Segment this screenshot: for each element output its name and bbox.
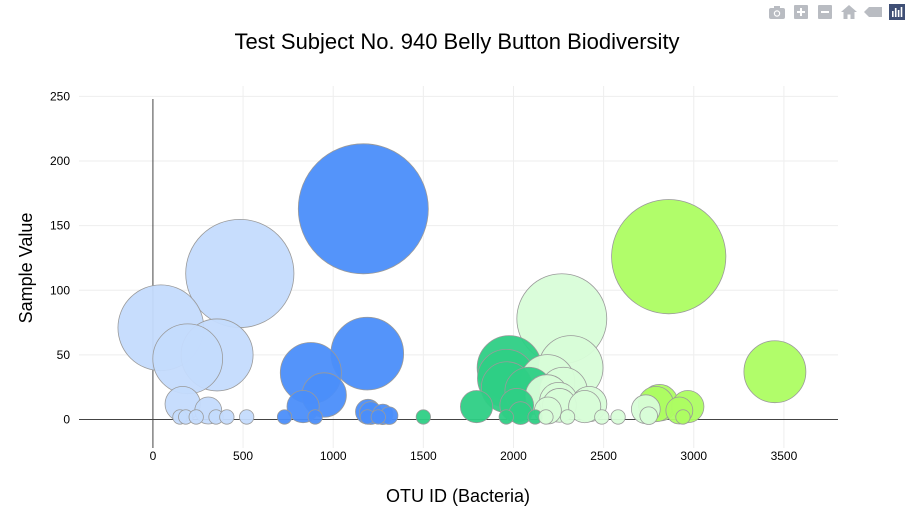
bubble-point bbox=[538, 409, 554, 425]
bubble-point bbox=[239, 409, 255, 425]
y-tick-label: 250 bbox=[50, 89, 70, 103]
bubble-point bbox=[330, 316, 405, 391]
zoom-in-icon[interactable] bbox=[791, 3, 811, 21]
bubble-point bbox=[559, 409, 576, 425]
bubble-point bbox=[498, 409, 514, 425]
y-axis-title: Sample Value bbox=[16, 213, 36, 324]
x-tick-label: 500 bbox=[233, 449, 253, 463]
plotly-logo-icon[interactable] bbox=[887, 3, 907, 21]
bubble-point bbox=[185, 218, 295, 328]
modebar bbox=[767, 3, 907, 21]
zoom-out-icon[interactable] bbox=[815, 3, 835, 21]
bubble-point bbox=[460, 390, 494, 424]
bubble-point bbox=[152, 323, 224, 395]
x-tick-label: 3000 bbox=[680, 449, 707, 463]
bubble-point bbox=[568, 390, 602, 424]
camera-icon[interactable] bbox=[767, 3, 787, 21]
y-tick-label: 0 bbox=[63, 413, 70, 427]
x-tick-label: 0 bbox=[150, 449, 157, 463]
bubble-point bbox=[307, 409, 323, 425]
bubble-point bbox=[415, 409, 431, 425]
y-tick-label: 150 bbox=[50, 219, 70, 233]
bubble-point bbox=[276, 409, 293, 425]
hover-closest-icon[interactable] bbox=[863, 3, 883, 21]
x-tick-label: 3500 bbox=[771, 449, 798, 463]
y-tick-label: 100 bbox=[50, 283, 70, 297]
x-tick-label: 1500 bbox=[410, 449, 437, 463]
y-tick-label: 50 bbox=[57, 348, 71, 362]
bubble-point bbox=[610, 409, 626, 425]
chart-title: Test Subject No. 940 Belly Button Biodiv… bbox=[234, 29, 679, 54]
y-tick-label: 200 bbox=[50, 154, 70, 168]
bubble-point bbox=[297, 143, 429, 275]
bubble-point bbox=[743, 340, 807, 404]
bubble-point bbox=[639, 406, 658, 425]
bubble-point bbox=[219, 409, 235, 425]
home-icon[interactable] bbox=[839, 3, 859, 21]
x-tick-label: 2000 bbox=[500, 449, 527, 463]
bubble-point bbox=[611, 199, 727, 315]
data-points bbox=[117, 143, 807, 425]
x-tick-label: 1000 bbox=[320, 449, 347, 463]
tick-labels: 0 500 1000 1500 2000 2500 3000 3500 0 50 100 150 200… bbox=[50, 89, 798, 463]
bubble-point bbox=[188, 409, 204, 425]
x-tick-label: 2500 bbox=[590, 449, 617, 463]
bubble-point bbox=[370, 409, 386, 425]
bubble-point bbox=[594, 409, 610, 425]
bubble-point bbox=[675, 409, 691, 425]
x-axis-title: OTU ID (Bacteria) bbox=[386, 486, 530, 506]
